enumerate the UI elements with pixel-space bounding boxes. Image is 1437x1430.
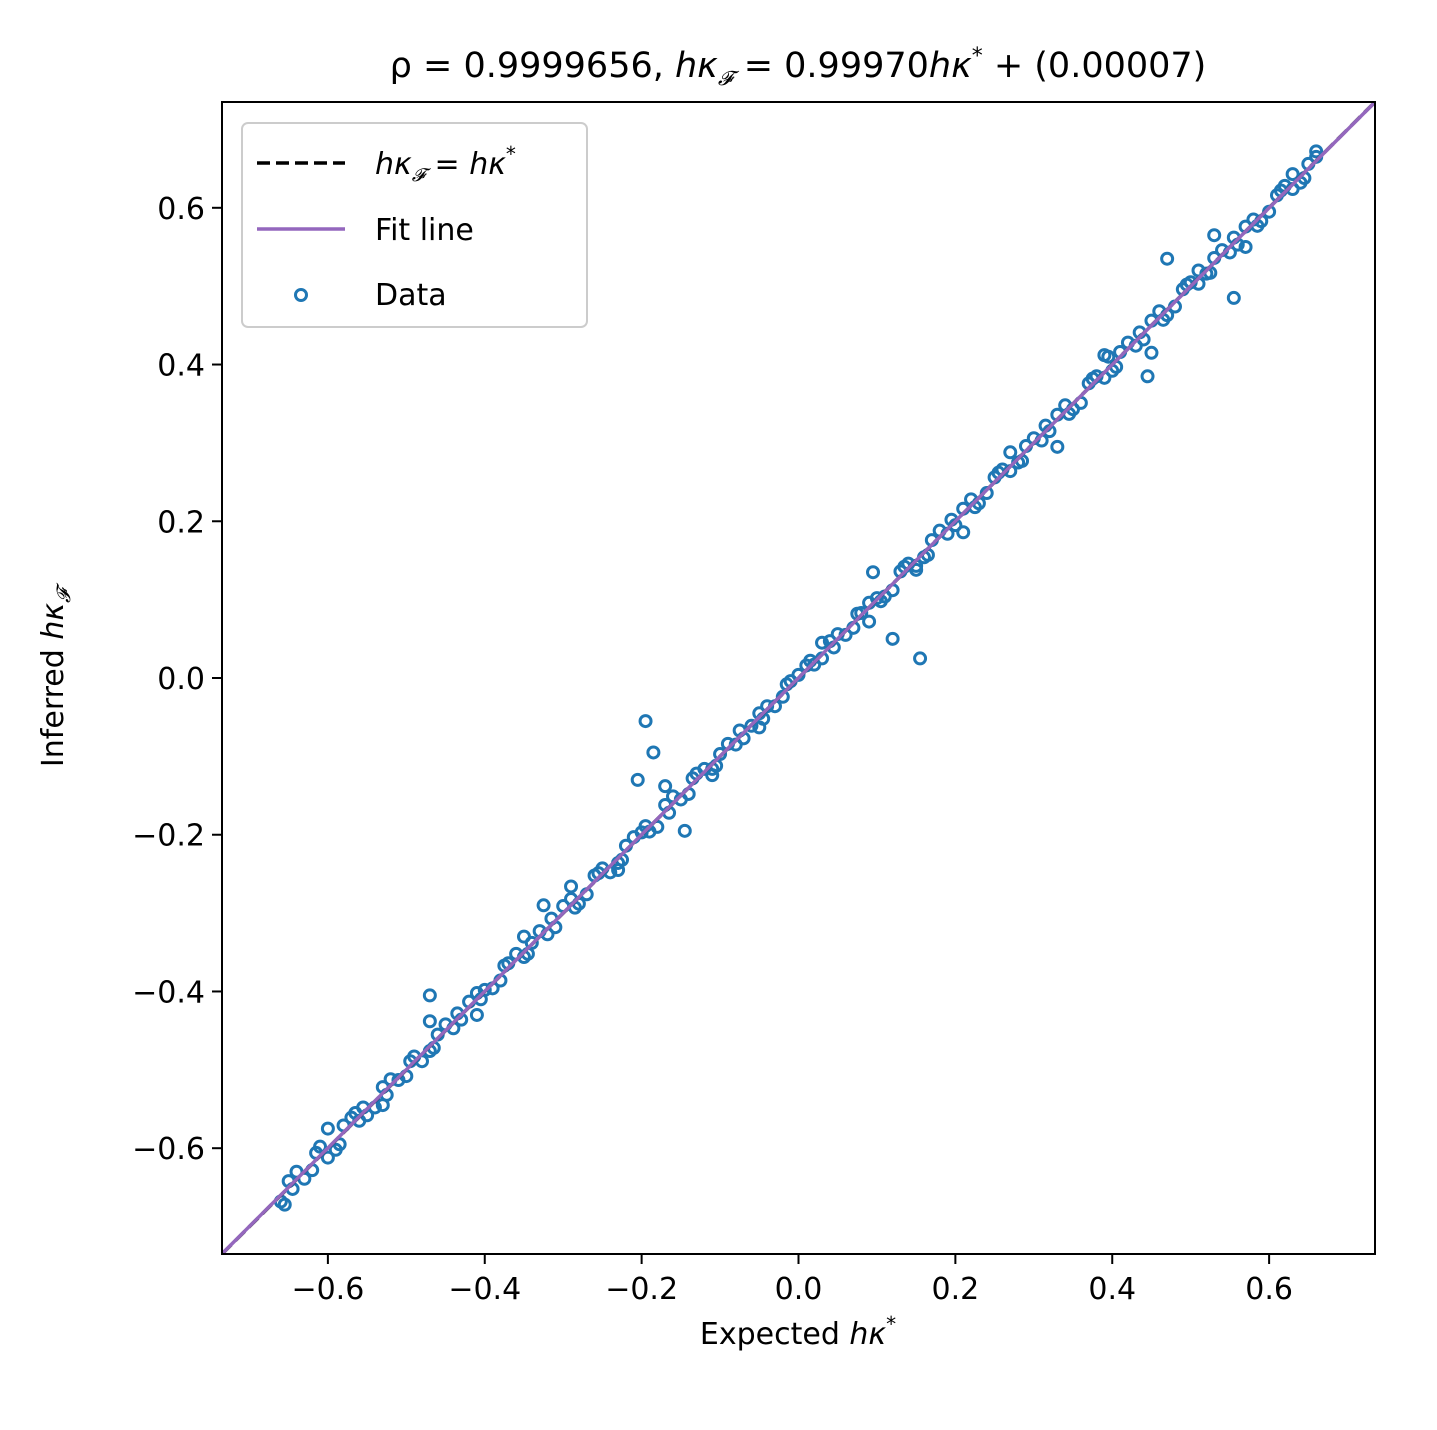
data-point <box>909 562 924 577</box>
x-tick-label: 0.0 <box>775 1272 823 1307</box>
data-point <box>862 614 877 629</box>
legend-entry-data: Data <box>294 278 447 313</box>
data-point <box>1309 144 1324 159</box>
legend-label-data: Data <box>375 278 447 313</box>
data-point <box>516 929 531 944</box>
data-point <box>422 1014 437 1029</box>
data-point <box>1101 349 1116 364</box>
y-axis-label: Inferred hκ𝓕 <box>36 582 75 767</box>
x-axis-label: Expected hκ* <box>700 1312 896 1352</box>
legend-label-identity: hκ𝓕 = hκ* <box>375 142 516 186</box>
legend-label-fit: Fit line <box>375 213 474 248</box>
y-tick-label: 0.6 <box>157 192 205 227</box>
y-tick-label: 0.0 <box>157 662 205 697</box>
y-tick-label: 0.4 <box>157 349 205 384</box>
data-point <box>320 1150 335 1165</box>
data-point <box>638 714 653 729</box>
legend-entry-identity: hκ𝓕 = hκ* <box>257 142 516 186</box>
data-point <box>391 1073 406 1088</box>
data-point <box>1207 228 1222 243</box>
legend-open-circle-marker <box>294 288 308 302</box>
reference-lines-layer <box>222 102 1375 1254</box>
data-point <box>752 720 767 735</box>
legend: hκ𝓕 = hκ* Fit line Data <box>241 122 588 328</box>
data-point <box>815 635 830 650</box>
data-point <box>1226 290 1241 305</box>
data-point <box>866 565 881 580</box>
x-tick-label: 0.4 <box>1088 1272 1136 1307</box>
x-tick-label: −0.2 <box>605 1272 678 1307</box>
data-point <box>1160 251 1175 266</box>
data-point <box>677 823 692 838</box>
data-point <box>658 779 673 794</box>
chart-title: ρ = 0.9999656, hκ𝓕 = 0.99970hκ* + (0.000… <box>390 44 1207 90</box>
data-point <box>630 772 645 787</box>
legend-entry-fit: Fit line <box>257 213 474 248</box>
x-tick-label: 0.2 <box>932 1272 980 1307</box>
data-point <box>1050 439 1065 454</box>
data-point <box>422 988 437 1003</box>
y-tick-label: −0.2 <box>132 819 205 854</box>
data-point <box>1285 167 1300 182</box>
x-tick-label: −0.4 <box>448 1272 521 1307</box>
data-point <box>469 1007 484 1022</box>
x-tick-label: 0.6 <box>1245 1272 1293 1307</box>
data-point <box>1238 239 1253 254</box>
data-point <box>705 768 720 783</box>
ticks-layer: −0.6 −0.4 −0.2 0.0 0.2 0.4 0.6 −0.6 −0.4 −0.2 0.0 0… <box>132 192 1293 1307</box>
y-tick-label: −0.6 <box>132 1132 205 1167</box>
legend-box <box>241 122 588 328</box>
data-point <box>536 898 551 913</box>
fit-line <box>222 102 1375 1254</box>
data-point <box>320 1121 335 1136</box>
x-tick-label: −0.6 <box>291 1272 364 1307</box>
data-point <box>646 745 661 760</box>
data-point <box>1144 345 1159 360</box>
labels-layer: ρ = 0.9999656, hκ𝓕 = 0.99970hκ* + (0.000… <box>36 44 1206 1352</box>
y-tick-label: 0.2 <box>157 505 205 540</box>
data-point <box>744 718 759 733</box>
data-point <box>611 863 626 877</box>
data-point <box>956 525 971 540</box>
data-point <box>913 651 928 666</box>
data-point <box>885 631 900 646</box>
y-tick-label: −0.4 <box>132 975 205 1010</box>
data-point <box>713 747 728 762</box>
data-point <box>564 879 579 894</box>
data-point <box>1140 369 1155 384</box>
data-point <box>375 1098 390 1113</box>
data-point <box>1003 445 1018 460</box>
